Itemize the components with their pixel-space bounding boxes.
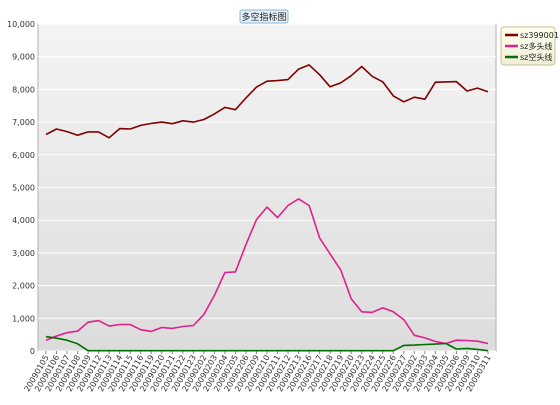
legend-label: sz399001 xyxy=(520,31,559,40)
y-tick-label: 8,000 xyxy=(12,85,35,94)
series-line xyxy=(45,64,489,139)
y-tick-label: 10,000 xyxy=(7,20,35,29)
y-tick-label: 0 xyxy=(30,347,35,356)
legend-label: sz空头线 xyxy=(520,52,552,62)
y-tick-label: 6,000 xyxy=(12,151,35,160)
chart-title-box: 多空指标图 xyxy=(239,9,289,24)
series-line xyxy=(45,335,489,352)
chart-title: 多空指标图 xyxy=(241,11,286,23)
y-axis-ticks: 0 1,000 2,000 3,000 4,000 5,000 6,000 7,000 8,00… xyxy=(7,20,35,356)
y-tick-label: 7,000 xyxy=(12,118,35,127)
series-lines xyxy=(45,64,489,352)
y-tick-label: 4,000 xyxy=(12,216,35,225)
y-tick-label: 2,000 xyxy=(12,282,35,291)
y-tick-label: 9,000 xyxy=(12,53,35,62)
y-tick-label: 5,000 xyxy=(12,184,35,193)
legend-label: sz多头线 xyxy=(520,41,552,51)
series-line xyxy=(45,198,489,345)
y-tick-label: 3,000 xyxy=(12,249,35,258)
x-axis-ticks: 2009010520090106200901072009010820090109… xyxy=(23,351,493,393)
y-tick-label: 1,000 xyxy=(12,314,35,323)
